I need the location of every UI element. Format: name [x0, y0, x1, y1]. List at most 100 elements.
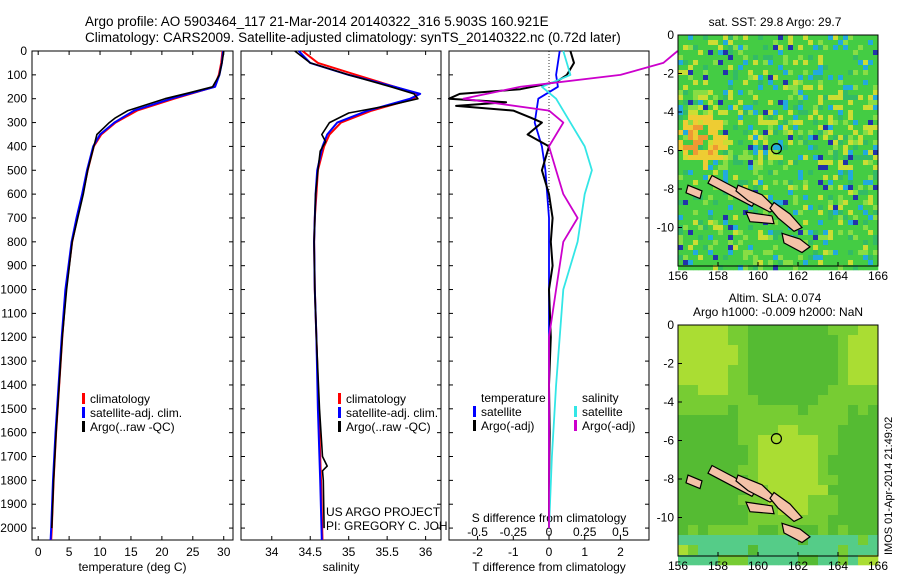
- heatmap-cell: [748, 45, 754, 51]
- heatmap-cell: [848, 35, 854, 41]
- y-tick-label: -8: [663, 472, 674, 486]
- heatmap-cell: [813, 250, 819, 256]
- heatmap-cell: [773, 255, 779, 261]
- heatmap-cell: [753, 230, 759, 236]
- heatmap-cell: [843, 35, 849, 41]
- heatmap-cell: [698, 375, 709, 386]
- heatmap-cell: [818, 185, 824, 191]
- heatmap-cell: [798, 40, 804, 46]
- heatmap-cell: [708, 240, 714, 246]
- heatmap-cell: [678, 100, 684, 106]
- heatmap-cell: [868, 245, 874, 251]
- heatmap-cell: [723, 245, 729, 251]
- heatmap-cell: [738, 75, 744, 81]
- heatmap-cell: [868, 190, 874, 196]
- heatmap-cell: [768, 345, 779, 356]
- heatmap-cell: [828, 365, 839, 376]
- heatmap-cell: [738, 335, 749, 346]
- heatmap-cell: [773, 260, 779, 266]
- heatmap-cell: [818, 85, 824, 91]
- heatmap-cell: [703, 240, 709, 246]
- heatmap-cell: [743, 175, 749, 181]
- heatmap-cell: [748, 425, 759, 436]
- heatmap-cell: [838, 150, 844, 156]
- heatmap-cell: [853, 205, 859, 211]
- heatmap-cell: [728, 235, 734, 241]
- heatmap-cell: [798, 210, 804, 216]
- heatmap-cell: [708, 335, 719, 346]
- heatmap-cell: [708, 125, 714, 131]
- heatmap-cell: [838, 385, 849, 396]
- heatmap-cell: [803, 260, 809, 266]
- heatmap-cell: [758, 90, 764, 96]
- heatmap-cell: [838, 75, 844, 81]
- heatmap-cell: [688, 345, 699, 356]
- heatmap-cell: [763, 160, 769, 166]
- heatmap-cell: [748, 170, 754, 176]
- heatmap-cell: [838, 200, 844, 206]
- heatmap-cell: [708, 200, 714, 206]
- heatmap-cell: [868, 525, 879, 536]
- heatmap-cell: [768, 445, 779, 456]
- heatmap-cell: [853, 210, 859, 216]
- heatmap-cell: [858, 245, 864, 251]
- heatmap-cell: [863, 135, 869, 141]
- heatmap-cell: [748, 60, 754, 66]
- heatmap-cell: [808, 335, 819, 346]
- heatmap-cell: [758, 125, 764, 131]
- heatmap-cell: [743, 110, 749, 116]
- heatmap-cell: [848, 230, 854, 236]
- heatmap-cell: [678, 55, 684, 61]
- heatmap-cell: [858, 425, 869, 436]
- heatmap-cell: [678, 365, 689, 376]
- heatmap-cell: [703, 55, 709, 61]
- heatmap-cell: [808, 235, 814, 241]
- heatmap-cell: [733, 235, 739, 241]
- heatmap-cell: [743, 235, 749, 241]
- heatmap-cell: [828, 200, 834, 206]
- heatmap-cell: [728, 240, 734, 246]
- heatmap-cell: [838, 180, 844, 186]
- heatmap-cell: [808, 140, 814, 146]
- x-tick-label: 156: [668, 559, 688, 573]
- heatmap-cell: [788, 170, 794, 176]
- heatmap-cell: [783, 255, 789, 261]
- heatmap-cell: [798, 60, 804, 66]
- heatmap-cell: [803, 215, 809, 221]
- heatmap-cell: [828, 45, 834, 51]
- heatmap-cell: [678, 255, 684, 261]
- heatmap-cell: [718, 375, 729, 386]
- heatmap-cell: [698, 465, 709, 476]
- heatmap-cell: [758, 535, 769, 546]
- heatmap-cell: [718, 215, 724, 221]
- legend-swatch: [82, 421, 85, 432]
- heatmap-cell: [868, 250, 874, 256]
- heatmap-cell: [833, 120, 839, 126]
- heatmap-cell: [703, 40, 709, 46]
- heatmap-cell: [808, 180, 814, 186]
- x-tick-label: 0: [35, 545, 42, 559]
- heatmap-cell: [778, 545, 789, 556]
- heatmap-cell: [738, 220, 744, 226]
- heatmap-cell: [808, 200, 814, 206]
- heatmap-cell: [868, 165, 874, 171]
- heatmap-cell: [808, 425, 819, 436]
- heatmap-cell: [748, 220, 754, 226]
- heatmap-cell: [718, 260, 724, 266]
- heatmap-cell: [753, 170, 759, 176]
- heatmap-cell: [683, 265, 689, 271]
- heatmap-cell: [778, 140, 784, 146]
- heatmap-cell: [728, 45, 734, 51]
- heatmap-cell: [843, 175, 849, 181]
- heatmap-cell: [783, 155, 789, 161]
- heatmap-cell: [873, 150, 879, 156]
- heatmap-cell: [723, 155, 729, 161]
- heatmap-cell: [858, 555, 869, 566]
- heatmap-cell: [833, 240, 839, 246]
- heatmap-cell: [813, 90, 819, 96]
- heatmap-cell: [863, 215, 869, 221]
- heatmap-cell: [798, 145, 804, 151]
- heatmap-cell: [818, 415, 829, 426]
- heatmap-cell: [698, 60, 704, 66]
- heatmap-cell: [758, 190, 764, 196]
